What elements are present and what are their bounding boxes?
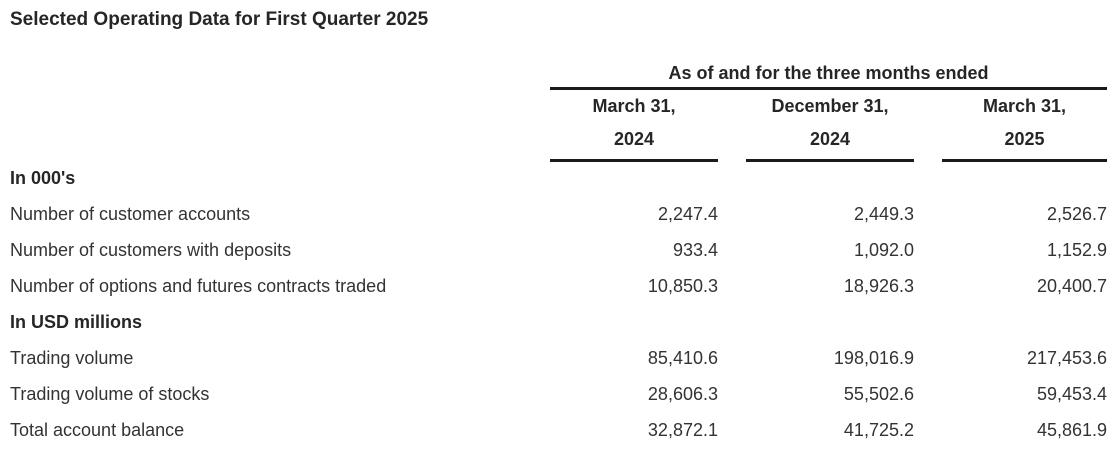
gap-cell (718, 268, 746, 304)
cell-value: 198,016.9 (833, 348, 914, 368)
col-header-line2: 2025 (1004, 128, 1045, 149)
cell-value (942, 304, 1107, 340)
table-row-trading-volume: Trading volume 85,410.6 198,016.9 217,45… (0, 340, 1107, 376)
cell-value: 20,400.7 (1036, 276, 1108, 296)
cell-value: 2,247.4 (657, 204, 718, 224)
cell-value: 1,152.9 (1046, 240, 1108, 260)
row-label: Trading volume of stocks (10, 384, 210, 404)
cell-value (746, 160, 914, 196)
cell-value (550, 304, 718, 340)
gap-cell (718, 304, 746, 340)
group-header-row: As of and for the three months ended (0, 31, 1108, 90)
cell-value: 28,606.3 (647, 384, 718, 404)
col-header-line2: 2024 (809, 128, 851, 149)
section-label: In 000's (10, 168, 76, 188)
spacer-cell (0, 88, 550, 160)
col-header-line1: March 31, (592, 95, 676, 116)
cell-value: 10,850.3 (647, 276, 718, 296)
col-header-line1: March 31, (982, 95, 1067, 116)
cell-value: 59,453.4 (1036, 384, 1108, 404)
gap-cell (718, 160, 746, 196)
table-group-header: As of and for the three months ended (550, 31, 1108, 90)
row-label: Number of options and futures contracts … (10, 276, 387, 296)
cell-value: 18,926.3 (843, 276, 914, 296)
row-label: Total account balance (10, 420, 185, 440)
gap-cell (718, 340, 746, 376)
cell-value (942, 160, 1107, 196)
spacer-cell (0, 31, 550, 88)
column-header-row: March 31, 2024 December 31, 2024 March 3… (0, 88, 1108, 162)
gap-cell (914, 88, 942, 160)
cell-value: 1,092.0 (853, 240, 914, 260)
cell-value: 32,872.1 (647, 420, 718, 440)
gap-cell (914, 268, 942, 304)
col-header-line2: 2024 (613, 128, 655, 149)
table-row-options-futures-contracts: Number of options and futures contracts … (0, 268, 1107, 304)
table-row-total-account-balance: Total account balance 32,872.1 41,725.2 … (0, 412, 1107, 448)
row-label: Trading volume (10, 348, 134, 368)
gap-cell (914, 412, 942, 448)
gap-cell (718, 232, 746, 268)
table-row-customer-accounts: Number of customer accounts 2,247.4 2,44… (0, 196, 1107, 232)
section-row-in-000s: In 000's (0, 160, 1107, 196)
gap-cell (718, 88, 746, 160)
row-label: Number of customers with deposits (10, 240, 292, 260)
gap-cell (718, 412, 746, 448)
cell-value: 217,453.6 (1026, 348, 1108, 368)
cell-value: 45,861.9 (1036, 420, 1108, 440)
col-header-march-31-2024: March 31, 2024 (550, 88, 718, 162)
section-row-in-usd-millions: In USD millions (0, 304, 1107, 340)
gap-cell (914, 340, 942, 376)
gap-cell (914, 196, 942, 232)
cell-value: 2,449.3 (853, 204, 914, 224)
col-header-line1: December 31, (771, 95, 889, 116)
operating-data-table: As of and for the three months ended Mar… (0, 31, 1108, 448)
cell-value: 41,725.2 (843, 420, 914, 440)
gap-cell (718, 376, 746, 412)
cell-value: 85,410.6 (647, 348, 718, 368)
gap-cell (914, 232, 942, 268)
gap-cell (914, 160, 942, 196)
gap-cell (914, 376, 942, 412)
col-header-march-31-2025: March 31, 2025 (942, 88, 1108, 162)
gap-cell (718, 196, 746, 232)
gap-cell (914, 304, 942, 340)
cell-value (746, 304, 914, 340)
col-header-december-31-2024: December 31, 2024 (746, 88, 914, 162)
table-row-trading-volume-stocks: Trading volume of stocks 28,606.3 55,502… (0, 376, 1107, 412)
table-row-customers-with-deposits: Number of customers with deposits 933.4 … (0, 232, 1107, 268)
cell-value (550, 160, 718, 196)
cell-value: 2,526.7 (1046, 204, 1108, 224)
section-label: In USD millions (10, 312, 143, 332)
cell-value: 933.4 (672, 240, 718, 260)
page-title: Selected Operating Data for First Quarte… (10, 9, 429, 30)
row-label: Number of customer accounts (10, 204, 251, 224)
cell-value: 55,502.6 (843, 384, 914, 404)
